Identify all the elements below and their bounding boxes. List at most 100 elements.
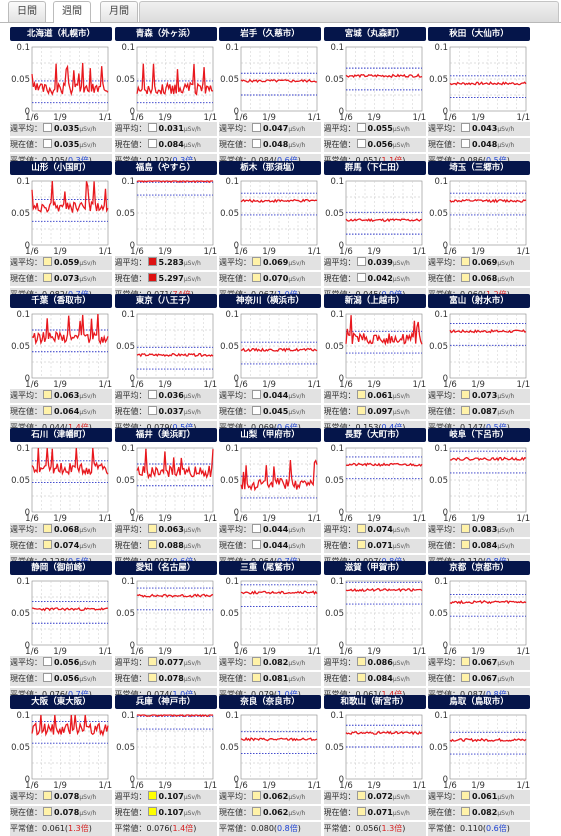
station-title[interactable]: 兵庫（神戸市） bbox=[114, 694, 217, 709]
current-value-label: 現在値： bbox=[323, 674, 356, 683]
station-card[interactable]: 岩手（久慈市）0.10.0501/61/91/13週平均：0.047μSv/h現… bbox=[219, 27, 321, 168]
station-card[interactable]: 新潟（上越市）0.10.0501/61/91/13週平均：0.061μSv/h現… bbox=[323, 294, 426, 435]
radiation-series-line bbox=[136, 352, 213, 358]
station-title[interactable]: 栃木（那須塩） bbox=[219, 160, 321, 175]
weekly-average-value: 0.069 bbox=[263, 257, 289, 267]
radiation-chart: 0.1 0.05 01/6 1/9 1/13 bbox=[429, 310, 530, 389]
radiation-series-line bbox=[240, 589, 318, 595]
station-card[interactable]: 鳥取（鳥取市）0.10.0501/61/91/13週平均：0.061μSv/h現… bbox=[428, 694, 530, 836]
station-card[interactable]: 宮城（丸森町）0.10.0501/61/91/13週平均：0.055μSv/h現… bbox=[323, 27, 426, 168]
station-title[interactable]: 山形（小国町） bbox=[10, 160, 112, 175]
station-card[interactable]: 群馬（下仁田）0.10.0501/61/91/13週平均：0.039μSv/h現… bbox=[323, 160, 426, 302]
station-card[interactable]: 秋田（大仙市）0.10.0501/61/91/13週平均：0.043μSv/h現… bbox=[428, 27, 530, 168]
station-title[interactable]: 富山（射水市） bbox=[428, 294, 530, 308]
weekly-average-label: 週平均： bbox=[10, 391, 42, 400]
station-title[interactable]: 新潟（上越市） bbox=[323, 294, 426, 308]
normal-value: 0.061 bbox=[42, 823, 65, 833]
station-card[interactable]: 栃木（那須塩）0.10.0501/61/91/13週平均：0.069μSv/h現… bbox=[219, 160, 321, 302]
level-square-icon bbox=[461, 256, 470, 266]
station-title[interactable]: 群馬（下仁田） bbox=[323, 160, 426, 175]
station-title[interactable]: 滋賀（甲賀市） bbox=[323, 561, 426, 575]
unit-label: μSv/h bbox=[183, 542, 201, 550]
y-tick-label: 0 bbox=[234, 107, 239, 117]
station-card[interactable]: 和歌山（新宮市）0.10.0501/61/91/13週平均：0.072μSv/h… bbox=[323, 694, 426, 836]
x-tick-label: 1/13 bbox=[516, 113, 530, 122]
station-card[interactable]: 神奈川（横浜市）0.10.0501/61/91/13週平均：0.044μSv/h… bbox=[219, 294, 321, 435]
station-card[interactable]: 東京（八王子）0.10.0501/61/91/13週平均：0.036μSv/h現… bbox=[114, 294, 217, 435]
level-square-icon bbox=[147, 539, 157, 549]
x-tick-label: 1/6 bbox=[339, 113, 353, 122]
weekly-average-row: 週平均： 0.047μSv/h bbox=[219, 122, 321, 136]
station-title[interactable]: 秋田（大仙市） bbox=[428, 27, 530, 41]
station-card[interactable]: 大阪（東大阪）0.10.0501/61/91/13週平均：0.078μSv/h現… bbox=[10, 694, 112, 836]
station-card[interactable]: 北海道（札幌市）0.10.0501/61/91/13週平均：0.035μSv/h… bbox=[10, 27, 112, 168]
station-title[interactable]: 山梨（甲府市） bbox=[219, 427, 321, 442]
station-card[interactable]: 兵庫（神戸市）0.10.0501/61/91/13週平均：0.107μSv/h現… bbox=[114, 694, 217, 836]
weekly-average-row: 週平均： 0.073μSv/h bbox=[428, 389, 530, 403]
tab-weekly[interactable]: 週間 bbox=[53, 1, 91, 23]
station-title[interactable]: 千葉（香取市） bbox=[10, 294, 112, 308]
weekly-average-value: 0.067 bbox=[472, 658, 498, 667]
station-title[interactable]: 宮城（丸森町） bbox=[323, 27, 426, 41]
station-title[interactable]: 北海道（札幌市） bbox=[10, 27, 112, 41]
station-card[interactable]: 静岡（御前崎）0.10.0501/61/91/13週平均：0.056μSv/h現… bbox=[10, 561, 112, 702]
station-card[interactable]: 石川（津幡町）0.10.0501/61/91/13週平均：0.068μSv/h現… bbox=[10, 427, 112, 569]
station-title[interactable]: 長野（大町市） bbox=[323, 427, 426, 442]
period-tabs: 日間 週間 月間 bbox=[0, 0, 561, 23]
station-card[interactable]: 福島（やすら）0.10.0501/61/91/13週平均：5.283μSv/h現… bbox=[114, 160, 217, 302]
station-title[interactable]: 和歌山（新宮市） bbox=[323, 694, 426, 709]
station-card[interactable]: 山形（小国町）0.10.0501/61/91/13週平均：0.059μSv/h現… bbox=[10, 160, 112, 302]
station-title[interactable]: 東京（八王子） bbox=[114, 294, 217, 308]
station-title[interactable]: 静岡（御前崎） bbox=[10, 561, 112, 575]
station-card[interactable]: 三重（尾鷲市）0.10.0501/61/91/13週平均：0.082μSv/h現… bbox=[219, 561, 321, 702]
station-title[interactable]: 石川（津幡町） bbox=[10, 427, 112, 442]
station-card[interactable]: 滋賀（甲賀市）0.10.0501/61/91/13週平均：0.086μSv/h現… bbox=[323, 561, 426, 702]
unit-label: μSv/h bbox=[288, 393, 306, 400]
radiation-series-line bbox=[240, 78, 318, 83]
station-card[interactable]: 福井（美浜町）0.10.0501/61/91/13週平均：0.063μSv/h現… bbox=[114, 427, 217, 569]
weekly-average-label: 週平均： bbox=[428, 391, 460, 400]
tab-monthly[interactable]: 月間 bbox=[100, 1, 138, 22]
current-value: 0.044 bbox=[263, 540, 289, 550]
x-tick-label: 1/9 bbox=[471, 647, 485, 656]
weekly-average-row: 週平均： 0.077μSv/h bbox=[114, 656, 217, 670]
station-card[interactable]: 京都（京都市）0.10.0501/61/91/13週平均：0.067μSv/h現… bbox=[428, 561, 530, 702]
radiation-series-line bbox=[240, 458, 318, 491]
station-card[interactable]: 長野（大町市）0.10.0501/61/91/13週平均：0.074μSv/h現… bbox=[323, 427, 426, 569]
station-title[interactable]: 愛知（名古屋） bbox=[114, 561, 217, 575]
station-card[interactable]: 山梨（甲府市）0.10.0501/61/91/13週平均：0.044μSv/h現… bbox=[219, 427, 321, 569]
y-tick-label: 0 bbox=[443, 241, 448, 251]
current-value: 0.074 bbox=[54, 540, 80, 550]
station-title[interactable]: 神奈川（横浜市） bbox=[219, 294, 321, 308]
station-title[interactable]: 奈良（奈良市） bbox=[219, 694, 321, 709]
radiation-series-line bbox=[136, 593, 213, 598]
station-title[interactable]: 福井（美浜町） bbox=[114, 427, 217, 442]
station-title[interactable]: 福島（やすら） bbox=[114, 160, 217, 175]
station-card[interactable]: 奈良（奈良市）0.10.0501/61/91/13週平均：0.062μSv/h現… bbox=[219, 694, 321, 836]
station-card[interactable]: 埼玉（三郷市）0.10.0501/61/91/13週平均：0.069μSv/h現… bbox=[428, 160, 530, 302]
station-title[interactable]: 青森（外ヶ浜） bbox=[114, 27, 217, 41]
station-title[interactable]: 鳥取（鳥取市） bbox=[428, 694, 530, 709]
tab-daily[interactable]: 日間 bbox=[8, 1, 46, 22]
current-value: 5.297 bbox=[158, 273, 184, 283]
station-title[interactable]: 埼玉（三郷市） bbox=[428, 160, 530, 175]
x-tick-label: 1/9 bbox=[262, 113, 276, 122]
station-title[interactable]: 京都（京都市） bbox=[428, 561, 530, 575]
station-card[interactable]: 岐阜（下呂市）0.10.0501/61/91/13週平均：0.083μSv/h現… bbox=[428, 427, 530, 569]
weekly-average-label: 週平均： bbox=[114, 791, 147, 801]
station-card[interactable]: 愛知（名古屋）0.10.0501/61/91/13週平均：0.077μSv/h現… bbox=[114, 561, 217, 702]
station-card[interactable]: 千葉（香取市）0.10.0501/61/91/13週平均：0.063μSv/h現… bbox=[10, 294, 112, 435]
x-tick-label: 1/13 bbox=[516, 247, 530, 256]
x-tick-label: 1/6 bbox=[130, 113, 144, 122]
level-square-icon bbox=[252, 790, 261, 800]
station-title[interactable]: 大阪（東大阪） bbox=[10, 694, 112, 709]
y-tick-label: 0 bbox=[443, 374, 448, 384]
station-title[interactable]: 三重（尾鷲市） bbox=[219, 561, 321, 575]
station-card[interactable]: 青森（外ヶ浜）0.10.0501/61/91/13週平均：0.031μSv/h現… bbox=[114, 27, 217, 168]
station-card[interactable]: 富山（射水市）0.10.0501/61/91/13週平均：0.073μSv/h現… bbox=[428, 294, 530, 435]
station-title[interactable]: 岩手（久慈市） bbox=[219, 27, 321, 41]
station-title[interactable]: 岐阜（下呂市） bbox=[428, 427, 530, 442]
unit-label: μSv/h bbox=[392, 393, 410, 400]
weekly-average-label: 週平均： bbox=[323, 124, 356, 133]
y-tick-label: 0.1 bbox=[121, 444, 135, 454]
